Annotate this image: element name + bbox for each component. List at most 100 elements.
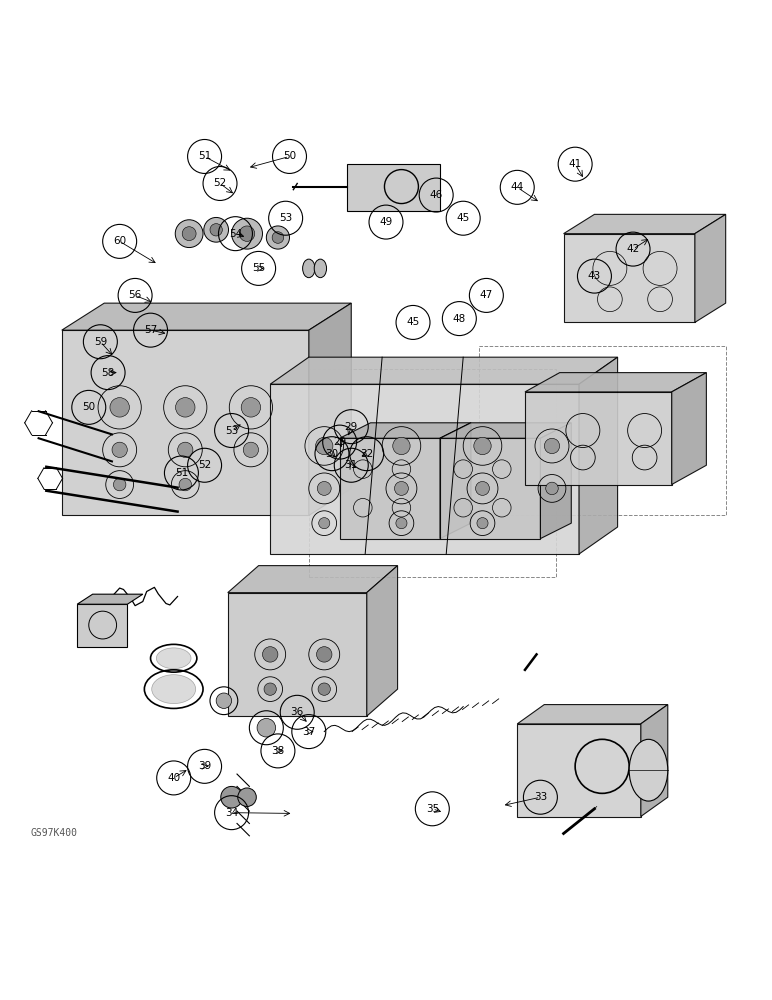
Text: 54: 54 <box>229 229 242 239</box>
Circle shape <box>544 438 560 454</box>
Text: 29: 29 <box>333 437 347 447</box>
Ellipse shape <box>629 739 668 801</box>
Circle shape <box>232 218 262 249</box>
Text: 55: 55 <box>252 263 266 273</box>
Ellipse shape <box>156 648 191 669</box>
Circle shape <box>239 226 255 241</box>
Ellipse shape <box>314 259 327 278</box>
Polygon shape <box>564 234 695 322</box>
Circle shape <box>262 647 278 662</box>
Text: 40: 40 <box>167 773 181 783</box>
Text: 59: 59 <box>93 337 107 347</box>
Polygon shape <box>228 566 398 593</box>
Circle shape <box>317 647 332 662</box>
Circle shape <box>318 683 330 695</box>
Circle shape <box>394 481 408 495</box>
Text: 34: 34 <box>225 808 239 818</box>
Circle shape <box>175 220 203 248</box>
Text: 46: 46 <box>429 190 443 200</box>
Polygon shape <box>564 214 726 234</box>
Circle shape <box>216 693 232 708</box>
Polygon shape <box>695 214 726 322</box>
Text: 48: 48 <box>452 314 466 324</box>
Polygon shape <box>672 373 706 485</box>
Text: 56: 56 <box>128 290 142 300</box>
Text: 51: 51 <box>174 468 188 478</box>
Text: 53: 53 <box>279 213 293 223</box>
Polygon shape <box>62 330 309 515</box>
Text: 57: 57 <box>144 325 157 335</box>
Circle shape <box>316 437 333 455</box>
Polygon shape <box>440 423 471 539</box>
Polygon shape <box>517 705 668 724</box>
Text: 52: 52 <box>198 460 212 470</box>
Text: 50: 50 <box>283 151 296 161</box>
Circle shape <box>257 718 276 737</box>
Circle shape <box>546 482 558 495</box>
Text: 45: 45 <box>456 213 470 223</box>
Text: 35: 35 <box>425 804 439 814</box>
Text: 47: 47 <box>479 290 493 300</box>
Polygon shape <box>440 438 540 539</box>
Circle shape <box>110 398 130 417</box>
Text: 58: 58 <box>101 368 115 378</box>
Text: 49: 49 <box>379 217 393 227</box>
Text: 36: 36 <box>290 707 304 717</box>
Text: 42: 42 <box>626 244 640 254</box>
Circle shape <box>113 478 126 491</box>
Circle shape <box>175 398 195 417</box>
Polygon shape <box>641 705 668 817</box>
Polygon shape <box>367 566 398 716</box>
Circle shape <box>476 481 489 495</box>
Circle shape <box>178 442 193 457</box>
Text: 60: 60 <box>113 236 127 246</box>
Ellipse shape <box>151 675 196 704</box>
Polygon shape <box>517 724 641 817</box>
Polygon shape <box>228 593 367 716</box>
Circle shape <box>112 442 127 457</box>
Text: 29: 29 <box>344 422 358 432</box>
Text: 31: 31 <box>344 460 358 470</box>
Text: 45: 45 <box>406 317 420 327</box>
Circle shape <box>317 481 331 495</box>
Circle shape <box>266 226 290 249</box>
Ellipse shape <box>303 259 315 278</box>
Text: 51: 51 <box>198 151 212 161</box>
Circle shape <box>272 232 284 243</box>
Polygon shape <box>270 357 618 384</box>
Polygon shape <box>579 357 618 554</box>
Polygon shape <box>77 594 143 604</box>
Polygon shape <box>309 303 351 515</box>
Text: 38: 38 <box>271 746 285 756</box>
Circle shape <box>243 442 259 457</box>
Circle shape <box>396 518 407 529</box>
Text: GS97K400: GS97K400 <box>31 828 78 838</box>
Text: 44: 44 <box>510 182 524 192</box>
Circle shape <box>221 786 242 808</box>
Text: 41: 41 <box>568 159 582 169</box>
Circle shape <box>477 518 488 529</box>
Text: 33: 33 <box>533 792 547 802</box>
Text: 32: 32 <box>360 449 374 459</box>
Circle shape <box>179 478 191 491</box>
Circle shape <box>204 217 229 242</box>
Polygon shape <box>525 392 672 485</box>
Text: 50: 50 <box>82 402 96 412</box>
Circle shape <box>210 224 222 236</box>
Polygon shape <box>62 303 351 330</box>
Circle shape <box>241 398 261 417</box>
Circle shape <box>238 788 256 806</box>
Text: 39: 39 <box>198 761 212 771</box>
Text: 52: 52 <box>213 178 227 188</box>
Circle shape <box>182 227 196 241</box>
Polygon shape <box>77 604 127 647</box>
Circle shape <box>474 437 491 455</box>
Polygon shape <box>440 423 571 438</box>
Text: 43: 43 <box>587 271 601 281</box>
Polygon shape <box>270 384 579 554</box>
Text: 30: 30 <box>325 449 339 459</box>
Polygon shape <box>525 373 706 392</box>
Circle shape <box>319 518 330 529</box>
Circle shape <box>393 437 410 455</box>
Text: 53: 53 <box>225 426 239 436</box>
